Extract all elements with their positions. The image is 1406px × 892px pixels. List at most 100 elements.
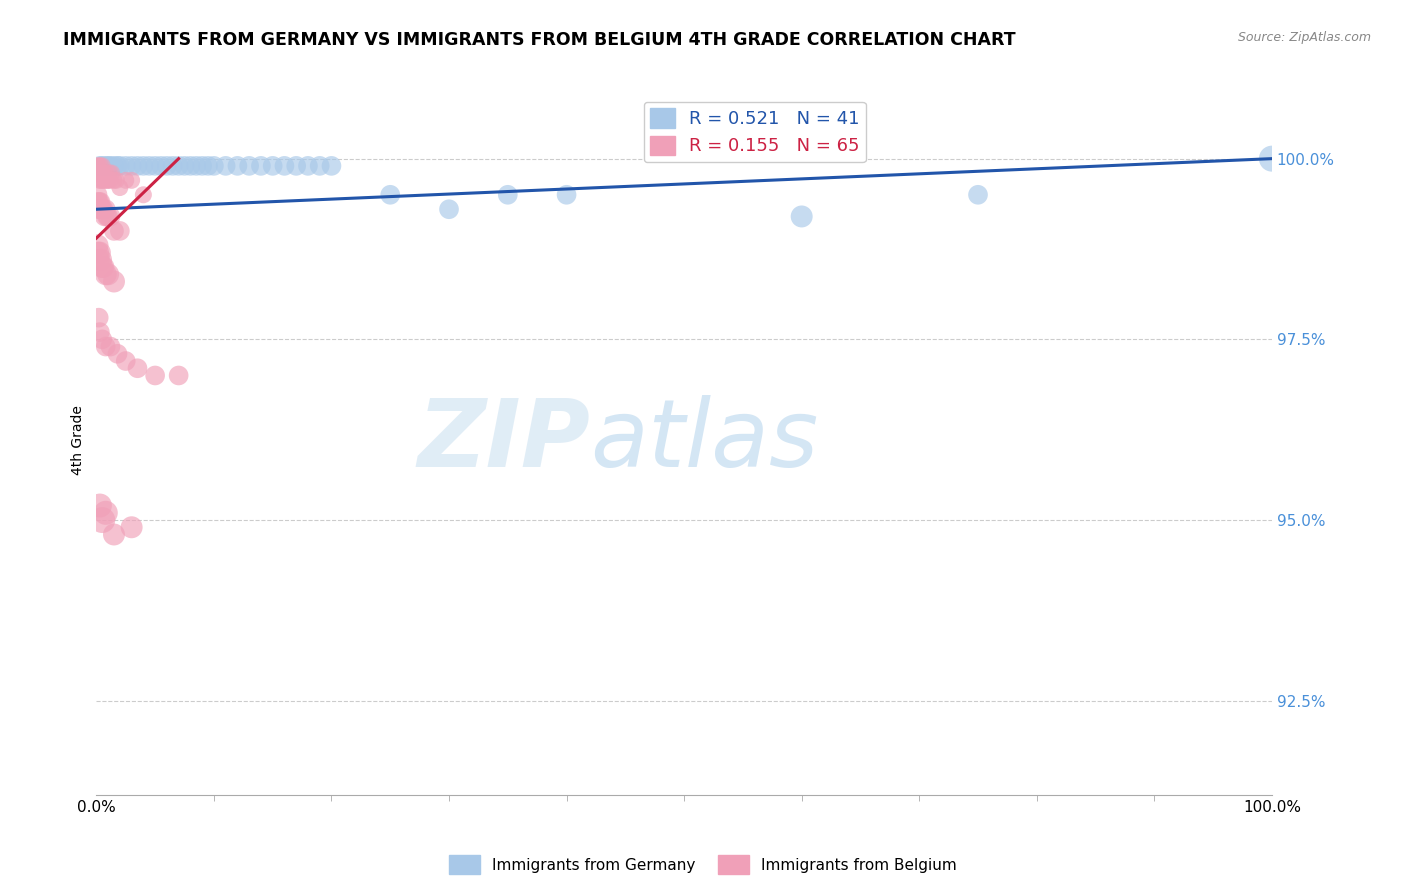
Point <box>93 260 115 274</box>
Point <box>107 159 129 173</box>
Point <box>90 173 112 187</box>
Point <box>97 210 120 224</box>
Point <box>91 159 114 173</box>
Point <box>167 159 190 173</box>
Point <box>87 202 110 217</box>
Point <box>103 275 125 289</box>
Point <box>150 159 173 173</box>
Point <box>790 210 813 224</box>
Point <box>86 238 108 252</box>
Point <box>143 368 166 383</box>
Point <box>94 202 117 217</box>
Point <box>94 267 117 281</box>
Point <box>91 260 114 274</box>
Point <box>156 159 179 173</box>
Point <box>103 527 125 541</box>
Point <box>100 173 122 187</box>
Point <box>94 166 117 180</box>
Point <box>87 310 110 325</box>
Legend: R = 0.521   N = 41, R = 0.155   N = 65: R = 0.521 N = 41, R = 0.155 N = 65 <box>644 102 866 162</box>
Text: ZIP: ZIP <box>418 394 591 486</box>
Point <box>90 252 112 267</box>
Point <box>86 187 108 202</box>
Point <box>90 166 112 180</box>
Point <box>308 159 330 173</box>
Point <box>285 159 308 173</box>
Point <box>214 159 236 173</box>
Point <box>100 340 122 354</box>
Point <box>89 325 111 339</box>
Point <box>96 210 118 224</box>
Point <box>89 499 111 513</box>
Point <box>89 245 111 260</box>
Point <box>90 202 112 217</box>
Point <box>94 506 117 520</box>
Point <box>496 187 519 202</box>
Point <box>87 245 110 260</box>
Point <box>321 159 343 173</box>
Point <box>191 159 214 173</box>
Point <box>89 194 111 209</box>
Point <box>238 159 260 173</box>
Point <box>87 252 110 267</box>
Point <box>96 173 118 187</box>
Point <box>121 159 143 173</box>
Point <box>103 224 125 238</box>
Point <box>114 159 136 173</box>
Point <box>91 202 114 217</box>
Point <box>94 340 117 354</box>
Point <box>138 159 160 173</box>
Point <box>132 159 155 173</box>
Legend: Immigrants from Germany, Immigrants from Belgium: Immigrants from Germany, Immigrants from… <box>443 849 963 880</box>
Point <box>114 173 136 187</box>
Point <box>167 368 190 383</box>
Y-axis label: 4th Grade: 4th Grade <box>72 406 86 475</box>
Point <box>103 173 125 187</box>
Point <box>100 159 122 173</box>
Point <box>89 159 111 173</box>
Point <box>89 202 111 217</box>
Text: IMMIGRANTS FROM GERMANY VS IMMIGRANTS FROM BELGIUM 4TH GRADE CORRELATION CHART: IMMIGRANTS FROM GERMANY VS IMMIGRANTS FR… <box>63 31 1017 49</box>
Point <box>250 159 273 173</box>
Point <box>555 187 578 202</box>
Point <box>94 159 117 173</box>
Point <box>89 159 111 173</box>
Point <box>262 159 284 173</box>
Point <box>105 173 128 187</box>
Point <box>91 332 114 346</box>
Point <box>93 210 115 224</box>
Point <box>93 166 115 180</box>
Point <box>89 194 111 209</box>
Point <box>273 159 295 173</box>
Text: Source: ZipAtlas.com: Source: ZipAtlas.com <box>1237 31 1371 45</box>
Point <box>91 159 114 173</box>
Point <box>202 159 225 173</box>
Point <box>127 361 149 376</box>
Point <box>108 159 131 173</box>
Text: atlas: atlas <box>591 395 818 486</box>
Point <box>127 159 149 173</box>
Point <box>97 173 120 187</box>
Point <box>437 202 460 217</box>
Point <box>103 159 125 173</box>
Point <box>197 159 219 173</box>
Point <box>97 267 120 281</box>
Point <box>91 513 114 527</box>
Point <box>173 159 195 173</box>
Point <box>179 159 201 173</box>
Point <box>114 354 136 368</box>
Point <box>108 224 131 238</box>
Point <box>108 180 131 194</box>
Point <box>93 173 115 187</box>
Point <box>967 187 990 202</box>
Point <box>297 159 319 173</box>
Point <box>143 159 166 173</box>
Point <box>89 173 111 187</box>
Point <box>86 159 108 173</box>
Point <box>121 173 143 187</box>
Point <box>98 166 121 180</box>
Point <box>91 173 114 187</box>
Point <box>107 347 129 361</box>
Point <box>186 159 208 173</box>
Point <box>380 187 402 202</box>
